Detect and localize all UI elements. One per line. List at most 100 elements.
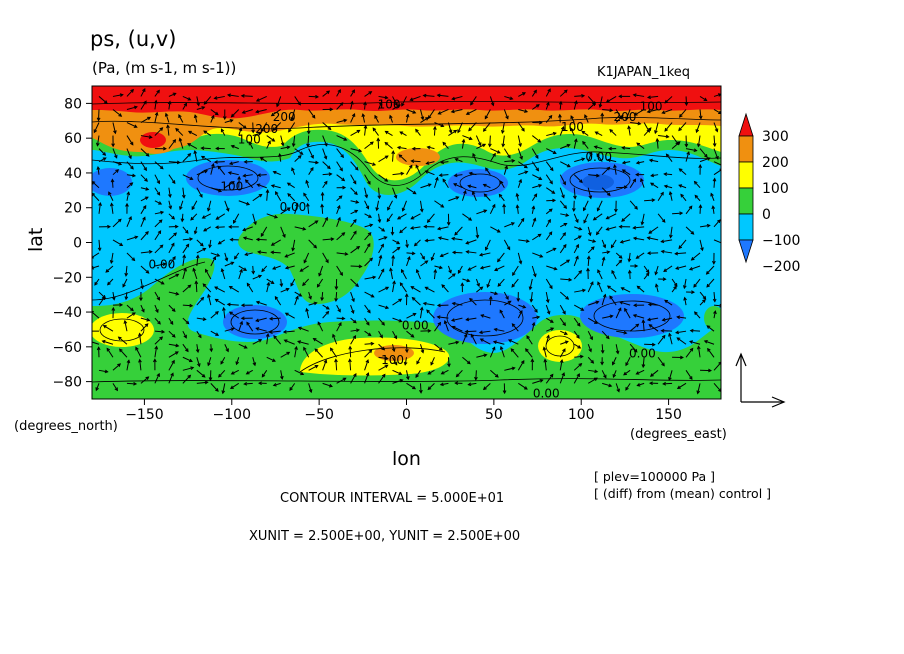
wind-arrow [210,187,222,192]
wind-arrow-head [355,328,360,333]
wind-arrow-head [135,346,139,351]
wind-arrow-head [694,194,699,199]
wind-arrow-head [584,114,588,119]
wind-arrow-head [316,283,321,288]
wind-arrow [644,199,655,202]
wind-arrow [260,122,268,132]
wind-arrow-head [549,167,554,172]
wind-arrow [168,174,176,184]
wind-arrow [182,244,190,254]
wind-arrow-head [609,295,613,300]
wind-arrow-head [559,359,564,364]
wind-arrow-head [329,107,334,112]
wind-arrow [439,174,449,176]
wind-arrow [182,103,187,110]
wind-arrow-head [102,325,107,329]
wind-arrow-head [215,311,219,315]
wind-arrow-head [424,286,429,291]
wind-arrow-head [160,210,165,215]
wind-arrow [135,347,142,358]
wind-arrow [499,310,505,319]
wind-arrow [494,265,505,271]
wind-arrow-head [438,265,443,270]
wind-arrow-head [174,351,179,355]
wind-arrow-head [246,201,251,206]
wind-arrow [112,109,122,117]
wind-arrow-head [156,180,160,185]
wind-arrow-head [693,311,698,316]
wind-arrow-head [105,269,110,273]
wind-arrow-head [560,126,565,131]
wind-arrow-head [351,113,356,117]
wind-arrow-head [461,138,466,143]
wind-arrow [271,184,281,189]
wind-arrow [308,220,318,228]
wind-arrow [470,334,477,345]
wind-arrow-head [171,308,176,312]
wind-arrow [675,265,687,270]
wind-arrow [392,281,395,293]
wind-arrow [140,217,146,228]
wind-arrow-head [203,101,208,105]
wind-arrow-head [106,347,111,352]
wind-arrow [322,360,327,371]
wind-arrow [593,213,603,221]
wind-arrow [545,374,554,384]
wind-arrow [457,265,463,274]
wind-arrow-head [157,230,162,235]
wind-arrow-head [443,319,448,324]
wind-arrow-head [648,158,653,163]
wind-arrow [308,239,317,249]
wind-arrow [671,286,677,293]
wind-arrow [516,193,519,201]
wind-arrow [588,174,599,177]
wind-arrow [335,292,338,302]
wind-arrow-head [213,96,218,100]
wind-arrow [140,116,151,123]
wind-arrow-head [221,390,226,395]
wind-arrow [154,100,157,110]
wind-arrow-head [297,340,302,344]
wind-arrow [269,317,281,320]
wind-arrow-head [119,93,124,97]
wind-arrow-head [230,371,235,375]
wind-arrow-head [562,322,566,327]
wind-arrow [532,233,542,241]
wind-arrow [214,286,226,293]
wind-arrow [336,135,347,141]
wind-arrow-head [242,125,247,129]
wind-arrow-head [297,101,301,106]
wind-arrow-head [708,368,712,373]
wind-arrow-head [133,381,138,386]
wind-arrow-head [678,113,683,118]
wind-arrow [280,288,289,293]
wind-arrow [112,383,118,391]
wind-arrow-head [441,284,446,288]
wind-arrow [489,204,496,215]
wind-arrow [126,122,138,128]
wind-arrow [308,365,318,371]
x-axis-unit: (degrees_east) [630,427,727,442]
wind-arrow [302,278,310,286]
wind-arrow-head [479,286,484,291]
wind-arrow-head [595,231,600,236]
wind-arrow-head [268,330,273,335]
wind-arrow-head [602,244,607,249]
wind-arrow-head [450,318,455,322]
wind-arrow [224,344,229,352]
wind-arrow-head [117,336,122,341]
wind-arrow-head [389,114,393,119]
wind-arrow-head [238,127,243,132]
wind-arrow [280,135,284,146]
wind-arrow-head [561,194,565,199]
wind-arrow [384,142,393,149]
wind-arrow-head [306,130,311,135]
wind-arrow-head [378,254,383,259]
wind-arrow-head [171,242,175,247]
wind-arrow [378,269,385,280]
wind-arrow-head [609,108,614,113]
wind-arrow-head [573,195,577,200]
wind-arrow [307,203,310,214]
wind-arrow-head [355,283,359,288]
wind-arrow-head [408,164,413,169]
